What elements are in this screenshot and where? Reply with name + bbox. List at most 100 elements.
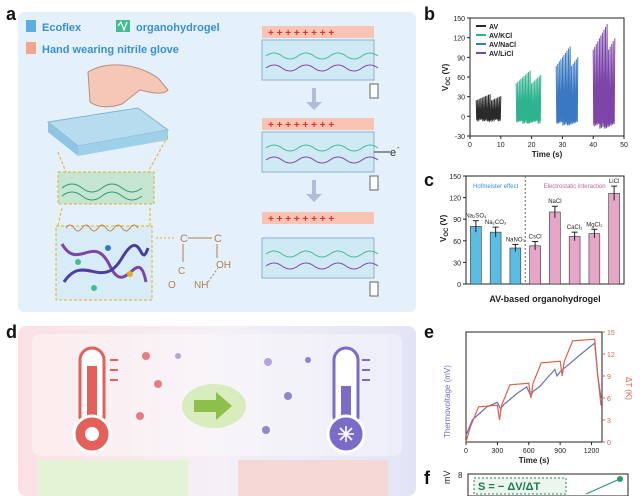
x-axis-title: Time (s)	[519, 456, 550, 465]
series-line-av-kcl	[515, 70, 542, 124]
ion-dot	[75, 259, 81, 265]
device-layer	[261, 131, 375, 173]
particle-dot	[264, 358, 272, 366]
panel-label-d: d	[6, 322, 17, 342]
bar-na2so4	[470, 226, 482, 285]
zoom-line-right	[147, 135, 169, 173]
down-arrow-icon	[306, 180, 322, 202]
particle-dot	[305, 357, 311, 363]
device-layer	[261, 237, 375, 279]
legend-label: AV/NaCl	[489, 42, 516, 49]
y-left-axis-title: Thermovoltage (mV)	[443, 365, 452, 438]
hot-thermometer-icon	[72, 346, 118, 454]
particle-dot	[142, 352, 150, 360]
load-resistor-icon	[369, 83, 379, 99]
y-axis-title: VOC (V)	[439, 214, 450, 242]
gel-fiber	[265, 156, 379, 164]
panel-a-schematic: Ecoflex organohydrogel Hand wearing nitr…	[18, 12, 416, 312]
particle-dot	[154, 380, 162, 388]
series-line-delta-t	[465, 338, 602, 443]
legend-label: AV	[489, 24, 499, 31]
legend-gel-icon	[117, 20, 128, 32]
glove-layer	[262, 212, 374, 224]
series-line-av-licl	[592, 24, 616, 129]
y-right-axis-title: ΔT (K)	[624, 377, 632, 400]
gel-fiber-1	[61, 183, 143, 193]
bar-label: MgCl₂	[586, 222, 603, 228]
y-tick-label: 60	[453, 239, 461, 246]
x-tick-label: 0	[464, 448, 468, 455]
gel-fiber	[265, 144, 379, 152]
gel-fiber	[265, 262, 379, 270]
ion-dot	[127, 271, 133, 277]
seebeck-formula: S = − ΔV/ΔT	[478, 481, 541, 493]
particle-dot	[284, 392, 292, 400]
device-slab-side-front	[78, 130, 168, 156]
cold-thermometer-icon	[326, 346, 370, 454]
legend-label: AV/KCl	[489, 33, 512, 40]
device-slab-side-left	[48, 122, 78, 156]
y-tick-label: -30	[455, 134, 465, 141]
y-right-tick-label: 15	[607, 330, 615, 337]
bar-cacl2	[568, 236, 581, 285]
panel-d-schematic	[18, 326, 416, 496]
bar-label: Na₂CO₃	[485, 220, 507, 226]
chem-c-label: C	[178, 266, 185, 277]
panel-c-plot-area: 0 30 60 90 120 150 VOC (V) AV-based organohydro…	[439, 174, 625, 304]
gel-fiber	[265, 64, 379, 72]
series-line-thermovoltage	[465, 341, 602, 436]
x-tick-label: 300	[492, 448, 504, 455]
y-tick-label: 120	[453, 36, 465, 43]
y-tick-label: 150	[453, 16, 465, 23]
gel-fiber-2	[61, 191, 143, 201]
polymer-chain-1	[60, 243, 148, 283]
panel-f-chart: mV 8 S = − ΔV/ΔT	[442, 471, 629, 496]
y-tick-label: 30	[453, 260, 461, 267]
hand-glove-illustration	[87, 64, 169, 108]
glove-layer	[262, 26, 374, 38]
plot-frame	[465, 175, 625, 285]
fit-line	[585, 477, 623, 495]
panel-label-a: a	[6, 4, 17, 24]
y-tick-label: 60	[457, 75, 465, 82]
panel-e-plot-area: 0 300 600 900 1200 Time (s) 0 3 6 9 12 15 Thermovolt…	[443, 330, 632, 465]
state-3-illustration: + + + + + + + +	[261, 212, 379, 297]
y-right-tick-label: 9	[607, 374, 611, 381]
x-tick-label: 50	[620, 142, 628, 149]
glove-layer	[262, 118, 374, 130]
bar-na2co3	[489, 231, 502, 285]
bar-label: CsCl	[529, 235, 542, 241]
data-point	[617, 476, 623, 482]
zoom-line-left	[57, 151, 67, 173]
legend-glove-label: Hand wearing nitrile glove	[42, 44, 179, 56]
plus-charges: + + + + + + + +	[268, 214, 334, 225]
plus-charges: + + + + + + + +	[268, 120, 334, 131]
legend-organohydrogel-label: organohydrogel	[136, 22, 220, 34]
legend-glove-swatch	[26, 42, 36, 54]
chem-o-label: O	[168, 280, 176, 291]
legend-ecoflex-label: Ecoflex	[42, 22, 82, 34]
chem-oh-label: OH	[216, 260, 231, 271]
electron-label: e	[390, 147, 396, 159]
y-tick-label: 90	[453, 217, 461, 224]
load-resistor-icon	[369, 175, 379, 191]
y-tick-label: 120	[449, 196, 461, 203]
x-axis-title: AV-based organohydrogel	[489, 294, 600, 304]
molecular-network-box	[55, 225, 153, 301]
zoom-line-lower-left	[57, 207, 63, 227]
panel-f-tick-top: 8	[458, 471, 463, 480]
y-tick-label: 0	[457, 282, 461, 289]
right-arrow-icon	[194, 392, 232, 420]
bar-label: NaCl	[548, 199, 561, 205]
chem-nh-label: NH	[194, 280, 208, 291]
formula-box	[473, 477, 567, 495]
gel-fiber	[265, 52, 379, 60]
panel-label-b: b	[424, 4, 435, 24]
group-label-electrostatic: Electrostatic interaction	[544, 184, 606, 190]
down-arrow-icon	[306, 88, 322, 110]
panel-label-e: e	[424, 322, 435, 342]
plot-frame	[465, 331, 603, 443]
y-right-tick-label: 12	[607, 352, 615, 359]
